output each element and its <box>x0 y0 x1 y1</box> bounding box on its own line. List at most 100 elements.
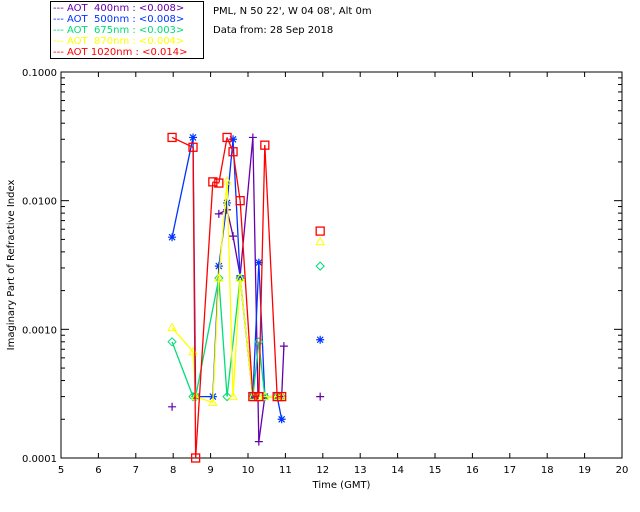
data-point-square <box>315 226 325 236</box>
series-line-segment <box>232 278 241 397</box>
series-line-segment <box>239 200 254 397</box>
data-point-plus <box>229 232 238 241</box>
series-line-segment <box>252 137 260 442</box>
legend-entry: --- AOT 870nm : <0.004> <box>53 36 203 47</box>
x-tick-label: 13 <box>354 465 367 476</box>
legend-line-icon: --- <box>53 47 68 58</box>
legend-line-icon: --- <box>53 25 68 36</box>
legend-line-icon: --- <box>53 3 68 14</box>
x-tick-label: 19 <box>578 465 591 476</box>
series-line-segment <box>218 278 228 397</box>
x-tick-label: 11 <box>279 465 292 476</box>
legend-entry: --- AOT 1020nm : <0.014> <box>53 47 203 58</box>
legend-label: AOT 500nm : <0.008> <box>67 14 185 25</box>
x-axis-label: Time (GMT) <box>312 480 371 491</box>
legend-entry: --- AOT 675nm : <0.003> <box>53 25 203 36</box>
site-label: PML, N 50 22', W 04 08', Alt 0m <box>213 6 372 17</box>
series-line-segment <box>239 278 254 397</box>
x-tick-label: 10 <box>242 465 255 476</box>
data-point-star <box>316 335 325 344</box>
series-line-segment <box>192 147 197 459</box>
data-point-square <box>235 196 245 206</box>
series-line-segment <box>264 145 278 397</box>
series-line-segment <box>171 327 194 353</box>
data-point-star <box>189 133 198 142</box>
data-point-triangle <box>228 391 238 401</box>
series-line-segment <box>171 137 194 238</box>
legend-label: AOT 400nm : <0.008> <box>67 3 185 14</box>
data-point-star <box>229 135 238 144</box>
data-point-square <box>248 391 258 402</box>
data-point-square <box>188 142 198 152</box>
x-tick-label: 15 <box>429 465 442 476</box>
data-point-triangle <box>315 236 326 246</box>
x-tick-label: 16 <box>466 465 479 476</box>
x-tick-label: 8 <box>170 465 176 476</box>
plot-frame <box>60 71 623 459</box>
legend: --- AOT 400nm : <0.008> --- AOT 500nm : <… <box>50 1 204 59</box>
series-line-segment <box>171 341 194 397</box>
data-point-star <box>214 262 223 271</box>
legend-entry: --- AOT 400nm : <0.008> <box>53 3 203 14</box>
data-point-triangle <box>167 322 177 332</box>
legend-label: AOT 675nm : <0.003> <box>67 25 185 36</box>
data-point-square <box>254 391 264 402</box>
data-point-plus <box>248 133 257 142</box>
x-tick-label: 5 <box>58 465 64 476</box>
data-point-diamond <box>254 337 264 347</box>
data-point-square <box>208 177 218 187</box>
data-point-plus <box>214 209 223 218</box>
x-tick-label: 20 <box>616 465 629 476</box>
data-point-triangle <box>235 273 246 282</box>
data-point-square <box>214 178 224 188</box>
legend-label: AOT 1020nm : <0.014> <box>67 47 188 58</box>
data-point-diamond <box>167 337 177 347</box>
series-line-segment <box>281 346 285 397</box>
y-tick-label: 0.0001 <box>22 454 57 465</box>
data-point-square <box>260 140 270 150</box>
data-point-triangle <box>213 273 224 282</box>
y-tick-label: 0.0100 <box>22 197 57 208</box>
series-line-segment <box>226 278 241 397</box>
data-point-triangle <box>222 176 232 185</box>
series-line-segment <box>171 136 194 148</box>
legend-line-icon: --- <box>53 14 68 25</box>
data-point-plus <box>168 402 177 411</box>
y-axis-label: Imaginary Part of Refractive Index <box>6 180 17 351</box>
series-line-segment <box>232 236 241 277</box>
series-line-segment <box>212 278 220 403</box>
series-line-segment <box>194 181 214 459</box>
series-line-segment <box>218 137 228 184</box>
series-line-segment <box>258 396 266 442</box>
series-line-segment <box>226 137 234 152</box>
series-line-segment <box>212 181 219 184</box>
x-tick-label: 9 <box>207 465 213 476</box>
series-line-segment <box>232 151 241 201</box>
y-tick-label: 0.1000 <box>22 68 57 79</box>
legend-line-icon: --- <box>53 36 68 47</box>
data-point-star <box>168 233 177 242</box>
data-point-square <box>190 453 201 463</box>
x-tick-label: 12 <box>316 465 329 476</box>
legend-entry: --- AOT 500nm : <0.008> <box>53 14 203 25</box>
x-tick-label: 7 <box>133 465 139 476</box>
x-tick-label: 14 <box>391 465 404 476</box>
x-tick-label: 18 <box>541 465 554 476</box>
series-line-segment <box>252 262 260 397</box>
series-line-segment <box>195 278 220 397</box>
data-point-diamond <box>260 391 270 402</box>
data-point-square <box>228 147 238 157</box>
series-line-segment <box>226 181 234 397</box>
data-point-diamond <box>222 391 232 402</box>
legend-label: AOT 870nm : <0.004> <box>67 36 185 47</box>
data-point-square <box>222 132 232 143</box>
series-line-segment <box>258 145 266 397</box>
data-point-square <box>167 132 177 143</box>
series-line-segment <box>239 137 254 276</box>
y-tick-label: 0.0010 <box>22 325 57 336</box>
data-point-diamond <box>315 261 325 271</box>
data-point-star <box>277 415 286 424</box>
data-point-triangle <box>207 397 218 406</box>
